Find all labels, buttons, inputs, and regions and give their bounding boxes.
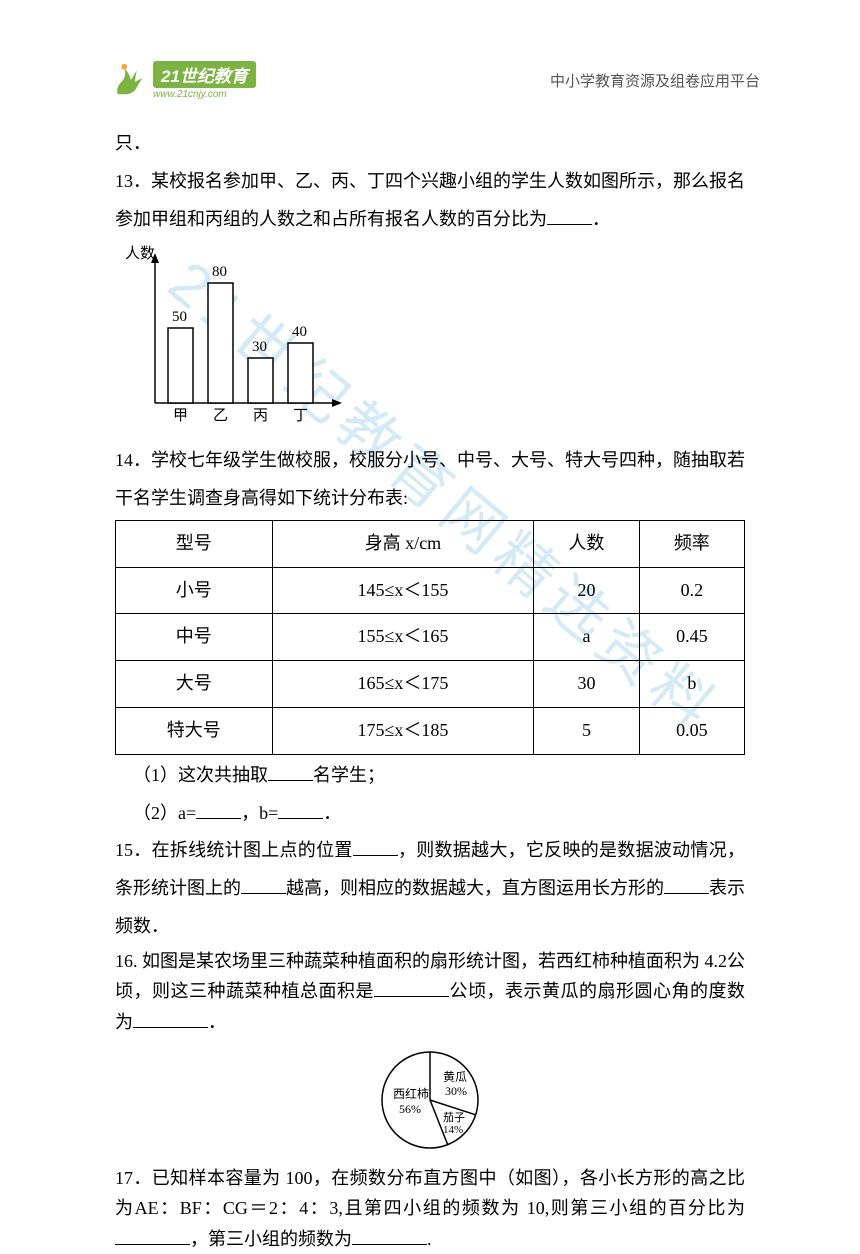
pie-label-qiezi: 茄子 xyxy=(443,1110,465,1124)
q16-t3: ． xyxy=(208,1012,226,1032)
q15-text: 15．在拆线统计图上点的位置，则数据越大，它反映的是数据波动情况，条形统计图上的… xyxy=(115,832,745,945)
bar-val-1: 80 xyxy=(212,264,227,280)
table-row: 中号 155≤x＜165 a 0.45 xyxy=(116,614,745,661)
td: 30 xyxy=(534,661,639,708)
bar-val-2: 30 xyxy=(252,339,267,355)
bar-bing xyxy=(248,358,273,403)
td: 155≤x＜165 xyxy=(272,614,534,661)
q16-text: 16. 如图是某农场里三种蔬菜种植面积的扇形统计图，若西红柿种植面积为 4.2公… xyxy=(115,946,745,1038)
td: 0.2 xyxy=(639,567,744,614)
td: b xyxy=(639,661,744,708)
header-platform-text: 中小学教育资源及组卷应用平台 xyxy=(550,70,760,91)
td: 0.05 xyxy=(639,707,744,754)
q15-blank2 xyxy=(241,876,286,894)
q14-table: 型号 身高 x/cm 人数 频率 小号 145≤x＜155 20 0.2 中号 … xyxy=(115,520,745,755)
th-3: 频率 xyxy=(639,520,744,567)
td: 5 xyxy=(534,707,639,754)
pie-label-huanggua: 黄瓜 xyxy=(443,1070,467,1084)
q15-blank1 xyxy=(353,838,398,856)
q16-blank1 xyxy=(374,979,449,997)
q14-sub2-c: ． xyxy=(323,803,341,823)
pie-label-xihongshi: 西红柿 xyxy=(393,1086,429,1101)
logo-area: 21世纪教育 www.21cnjy.com xyxy=(110,60,256,100)
q17-t3: . xyxy=(427,1229,432,1249)
bar-val-3: 40 xyxy=(292,324,307,340)
table-header-row: 型号 身高 x/cm 人数 频率 xyxy=(116,520,745,567)
td: 0.45 xyxy=(639,614,744,661)
td: 中号 xyxy=(116,614,273,661)
q13-text: 13．某校报名参加甲、乙、丙、丁四个兴趣小组的学生人数如图所示，那么报名参加甲组… xyxy=(115,163,745,239)
td: 大号 xyxy=(116,661,273,708)
q14-sub1-a: （1）这次共抽取 xyxy=(133,765,268,785)
q12-tail: 只． xyxy=(115,125,745,163)
page-header: 21世纪教育 www.21cnjy.com 中小学教育资源及组卷应用平台 xyxy=(0,0,860,110)
q14-sub2-a: （2）a= xyxy=(133,803,196,823)
q14-sub2: （2）a= ，b= ． xyxy=(115,795,745,833)
table-row: 大号 165≤x＜175 30 b xyxy=(116,661,745,708)
document-content: 只． 13．某校报名参加甲、乙、丙、丁四个兴趣小组的学生人数如图所示，那么报名参… xyxy=(0,110,860,1254)
logo-url-text: www.21cnjy.com xyxy=(153,89,256,100)
bar-y-label: 人数 xyxy=(125,245,155,262)
bar-cat-1: 乙 xyxy=(213,408,228,423)
q15-t3: 越高，则相应的数据越大，直方图运用长方形的 xyxy=(286,878,664,898)
q14-blank1 xyxy=(268,763,313,781)
logo-text-block: 21世纪教育 www.21cnjy.com xyxy=(153,61,256,100)
q16-blank2 xyxy=(133,1010,208,1028)
td: a xyxy=(534,614,639,661)
q17-t1: 17．已知样本容量为 100，在频数分布直方图中（如图），各小长方形的高之比为A… xyxy=(115,1168,745,1219)
bar-cat-2: 丙 xyxy=(253,408,268,423)
q13-part1: 13．某校报名参加甲、乙、丙、丁四个兴趣小组的学生人数如图所示，那么报名参加甲组… xyxy=(115,171,745,229)
q14-sub2-b: ，b= xyxy=(241,803,278,823)
q15-t1: 15．在拆线统计图上点的位置 xyxy=(115,840,353,860)
bar-jia xyxy=(168,328,193,403)
table-row: 特大号 175≤x＜185 5 0.05 xyxy=(116,707,745,754)
logo-main-text: 21世纪教育 xyxy=(153,61,256,88)
td: 165≤x＜175 xyxy=(272,661,534,708)
q14-sub1-b: 名学生； xyxy=(313,765,385,785)
q17-t2: ，第三小组的频数为 xyxy=(190,1229,352,1249)
td: 特大号 xyxy=(116,707,273,754)
pie-chart: 黄瓜 30% 茄子 14% 西红柿 56% xyxy=(355,1043,505,1158)
th-0: 型号 xyxy=(116,520,273,567)
q14-blank2a xyxy=(196,801,241,819)
q14-intro: 14．学校七年级学生做校服，校服分小号、中号、大号、特大号四种，随抽取若干名学生… xyxy=(115,442,745,518)
q14-sub1: （1）这次共抽取 名学生； xyxy=(115,757,745,795)
td: 175≤x＜185 xyxy=(272,707,534,754)
q13-part2: ． xyxy=(592,209,610,229)
pie-pct-xihongshi: 56% xyxy=(399,1102,421,1116)
q15-blank3 xyxy=(664,876,709,894)
q17-blank2 xyxy=(352,1227,427,1245)
bar-ding xyxy=(288,343,313,403)
bar-chart: 人数 50 甲 80 乙 30 丙 40 丁 xyxy=(120,243,350,423)
q13-blank xyxy=(547,207,592,225)
q14-blank2b xyxy=(278,801,323,819)
pie-pct-huanggua: 30% xyxy=(445,1084,467,1098)
logo-icon xyxy=(110,60,148,100)
bar-cat-3: 丁 xyxy=(293,408,308,423)
q17-text: 17．已知样本容量为 100，在频数分布直方图中（如图），各小长方形的高之比为A… xyxy=(115,1163,745,1254)
th-1: 身高 x/cm xyxy=(272,520,534,567)
bar-val-0: 50 xyxy=(172,309,187,325)
bar-cat-0: 甲 xyxy=(173,408,188,423)
q17-blank1 xyxy=(115,1227,190,1245)
bar-yi xyxy=(208,283,233,403)
th-2: 人数 xyxy=(534,520,639,567)
table-row: 小号 145≤x＜155 20 0.2 xyxy=(116,567,745,614)
td: 小号 xyxy=(116,567,273,614)
pie-pct-qiezi: 14% xyxy=(443,1124,463,1136)
td: 145≤x＜155 xyxy=(272,567,534,614)
td: 20 xyxy=(534,567,639,614)
